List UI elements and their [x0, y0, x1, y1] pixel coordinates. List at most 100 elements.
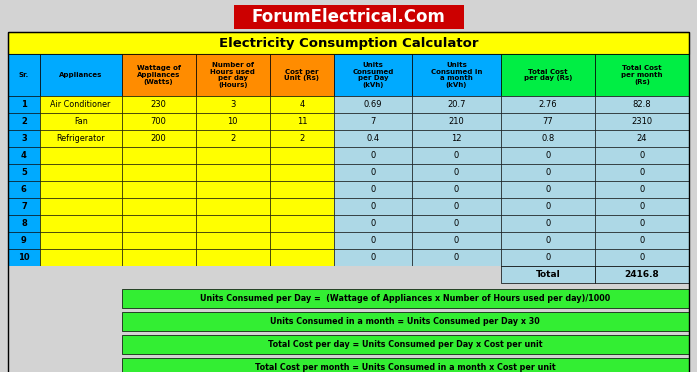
Text: Total Cost per month = Units Consumed in a month x Cost per unit: Total Cost per month = Units Consumed in… [255, 363, 556, 372]
Bar [8, 358, 121, 372]
Bar [412, 54, 500, 96]
Bar [8, 215, 40, 232]
Bar [334, 147, 412, 164]
Bar [121, 289, 689, 308]
Text: Sr.: Sr. [19, 72, 29, 78]
Bar [334, 198, 412, 215]
Text: Total Cost
per month
(Rs): Total Cost per month (Rs) [621, 65, 663, 85]
Bar [196, 113, 270, 130]
Bar [270, 113, 334, 130]
Text: 2: 2 [230, 134, 236, 143]
Bar [595, 164, 689, 181]
Text: 0: 0 [371, 185, 376, 194]
Bar [121, 335, 689, 354]
Bar [8, 198, 40, 215]
Text: 0: 0 [545, 202, 551, 211]
Bar [8, 232, 40, 249]
Text: 0.69: 0.69 [364, 100, 383, 109]
Bar [595, 215, 689, 232]
Bar [8, 164, 40, 181]
Text: 2: 2 [299, 134, 305, 143]
Bar [334, 113, 412, 130]
Bar [40, 130, 121, 147]
Text: 3: 3 [230, 100, 236, 109]
Text: 0: 0 [545, 168, 551, 177]
Text: 0: 0 [454, 219, 459, 228]
Bar [500, 198, 595, 215]
Text: 0: 0 [454, 202, 459, 211]
Text: 0: 0 [454, 151, 459, 160]
Bar [40, 198, 121, 215]
Bar [270, 232, 334, 249]
Text: 0: 0 [454, 168, 459, 177]
Text: 6: 6 [21, 185, 26, 194]
Text: 20.7: 20.7 [447, 100, 466, 109]
Text: 3: 3 [21, 134, 26, 143]
Text: 10: 10 [227, 117, 238, 126]
Text: 0: 0 [371, 236, 376, 245]
Bar [196, 147, 270, 164]
Text: Cost per
Unit (Rs): Cost per Unit (Rs) [284, 68, 319, 81]
Bar [196, 181, 270, 198]
Bar [8, 335, 121, 354]
Bar [196, 198, 270, 215]
Text: Units
Consumed
per Day
(kVh): Units Consumed per Day (kVh) [353, 62, 394, 88]
Text: 0: 0 [545, 151, 551, 160]
Bar [412, 249, 500, 266]
Bar [121, 181, 196, 198]
Bar [40, 232, 121, 249]
Text: 9: 9 [21, 236, 26, 245]
Text: 7: 7 [370, 117, 376, 126]
Text: 0: 0 [371, 253, 376, 262]
Bar [40, 54, 121, 96]
Bar [121, 198, 196, 215]
Text: 5: 5 [21, 168, 26, 177]
Text: 2310: 2310 [631, 117, 652, 126]
Bar [500, 266, 595, 283]
Bar [8, 32, 689, 54]
Bar [121, 312, 689, 331]
Bar [595, 96, 689, 113]
Text: 11: 11 [297, 117, 307, 126]
Text: 230: 230 [151, 100, 167, 109]
Bar [595, 249, 689, 266]
Bar [270, 147, 334, 164]
Bar [196, 232, 270, 249]
Text: 82.8: 82.8 [633, 100, 652, 109]
Bar [40, 96, 121, 113]
Bar [270, 215, 334, 232]
Bar [121, 249, 196, 266]
Text: 0.8: 0.8 [542, 134, 555, 143]
Bar [121, 232, 196, 249]
Bar [412, 130, 500, 147]
Text: 0: 0 [454, 185, 459, 194]
Text: Total: Total [535, 270, 560, 279]
Bar [40, 181, 121, 198]
Bar [40, 147, 121, 164]
Bar [334, 215, 412, 232]
Text: Fan: Fan [74, 117, 88, 126]
Bar [196, 215, 270, 232]
Text: 0: 0 [371, 202, 376, 211]
Bar [595, 130, 689, 147]
Bar [196, 164, 270, 181]
Bar [412, 181, 500, 198]
Bar [8, 181, 40, 198]
Bar [412, 215, 500, 232]
Text: 0: 0 [454, 253, 459, 262]
Text: 7: 7 [21, 202, 26, 211]
Bar [8, 3, 689, 31]
Text: 0: 0 [545, 236, 551, 245]
Bar [334, 232, 412, 249]
Bar [270, 96, 334, 113]
Text: Total Cost
per day (Rs): Total Cost per day (Rs) [523, 68, 572, 81]
Text: 0: 0 [639, 151, 645, 160]
Text: 1: 1 [21, 100, 26, 109]
Bar [334, 164, 412, 181]
Bar [8, 312, 121, 331]
Bar [270, 130, 334, 147]
Text: 0: 0 [639, 202, 645, 211]
Text: 0: 0 [371, 219, 376, 228]
Bar [8, 249, 40, 266]
Text: Total Cost per day = Units Consumed per Day x Cost per unit: Total Cost per day = Units Consumed per … [268, 340, 542, 349]
